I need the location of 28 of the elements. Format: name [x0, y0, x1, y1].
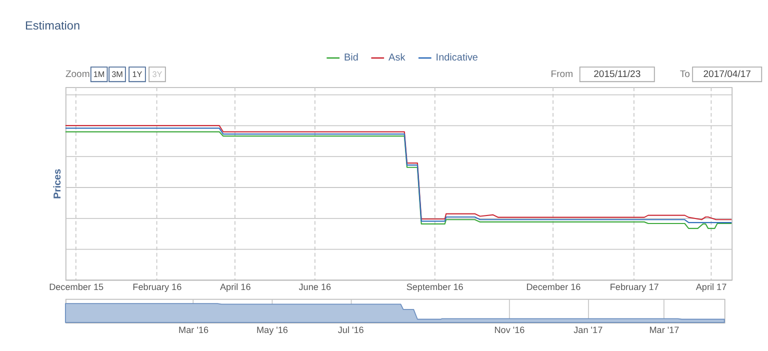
x-tick-label: Nov '16 — [494, 324, 525, 335]
x-tick-label: December 16 — [526, 282, 581, 292]
text: Zoom — [65, 69, 90, 80]
legend-label: Bid — [344, 52, 358, 64]
x-tick-label: Jan '17 — [574, 324, 603, 335]
x-tick-label: December 15 — [49, 282, 104, 292]
text: To — [680, 69, 690, 80]
text: 3M — [112, 70, 124, 80]
text: 2015/11/23 — [594, 69, 641, 80]
x-tick-label: April 17 — [696, 282, 727, 292]
x-tick-label: Mar '17 — [649, 324, 680, 335]
text: From — [550, 69, 574, 80]
chart-title: Estimation — [24, 18, 80, 32]
x-tick-label: June 16 — [298, 282, 332, 292]
x-tick-label: May '16 — [256, 324, 288, 335]
legend-label: Indicative — [436, 52, 478, 64]
x-tick-label: April 16 — [220, 282, 251, 292]
x-tick-label: September 16 — [406, 282, 464, 292]
x-tick-label: February 16 — [132, 282, 182, 292]
text: 3Y — [152, 70, 163, 80]
x-tick-label: February 17 — [610, 282, 659, 292]
text: 1Y — [132, 70, 143, 80]
y-axis-title: Prices — [52, 168, 64, 199]
legend-label: Ask — [388, 52, 406, 64]
x-tick-label: Mar '16 — [178, 324, 209, 335]
text: 2017/04/17 — [703, 69, 751, 80]
text: 1M — [93, 70, 105, 80]
x-tick-label: Jul '16 — [338, 324, 364, 335]
